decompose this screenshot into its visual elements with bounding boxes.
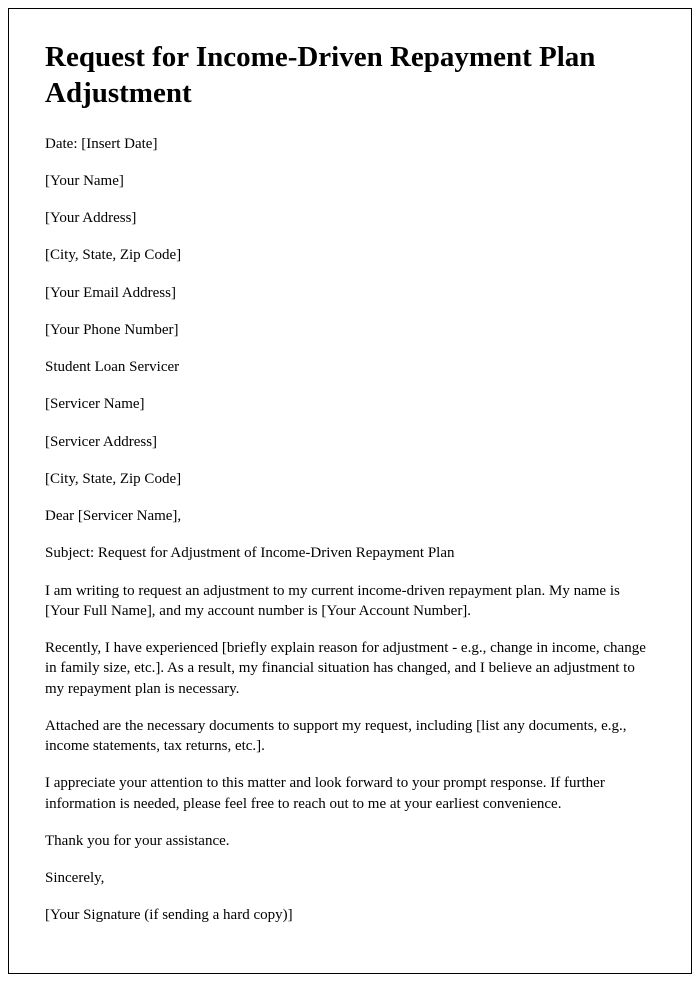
sender-phone: [Your Phone Number] [45,320,655,340]
signature-line: [Your Signature (if sending a hard copy)… [45,905,655,925]
sender-address: [Your Address] [45,208,655,228]
servicer-address: [Servicer Address] [45,432,655,452]
document-title: Request for Income-Driven Repayment Plan… [45,39,655,112]
body-paragraph-1: I am writing to request an adjustment to… [45,581,655,622]
salutation: Dear [Servicer Name], [45,506,655,526]
body-paragraph-2: Recently, I have experienced [briefly ex… [45,638,655,699]
servicer-label: Student Loan Servicer [45,357,655,377]
closing-sincerely: Sincerely, [45,868,655,888]
sender-name: [Your Name] [45,171,655,191]
subject-line: Subject: Request for Adjustment of Incom… [45,543,655,563]
body-paragraph-4: I appreciate your attention to this matt… [45,773,655,814]
body-paragraph-5: Thank you for your assistance. [45,831,655,851]
sender-city-state-zip: [City, State, Zip Code] [45,245,655,265]
document-container: Request for Income-Driven Repayment Plan… [8,8,692,974]
servicer-city-state-zip: [City, State, Zip Code] [45,469,655,489]
date-line: Date: [Insert Date] [45,134,655,154]
body-paragraph-3: Attached are the necessary documents to … [45,716,655,757]
sender-email: [Your Email Address] [45,283,655,303]
servicer-name: [Servicer Name] [45,394,655,414]
